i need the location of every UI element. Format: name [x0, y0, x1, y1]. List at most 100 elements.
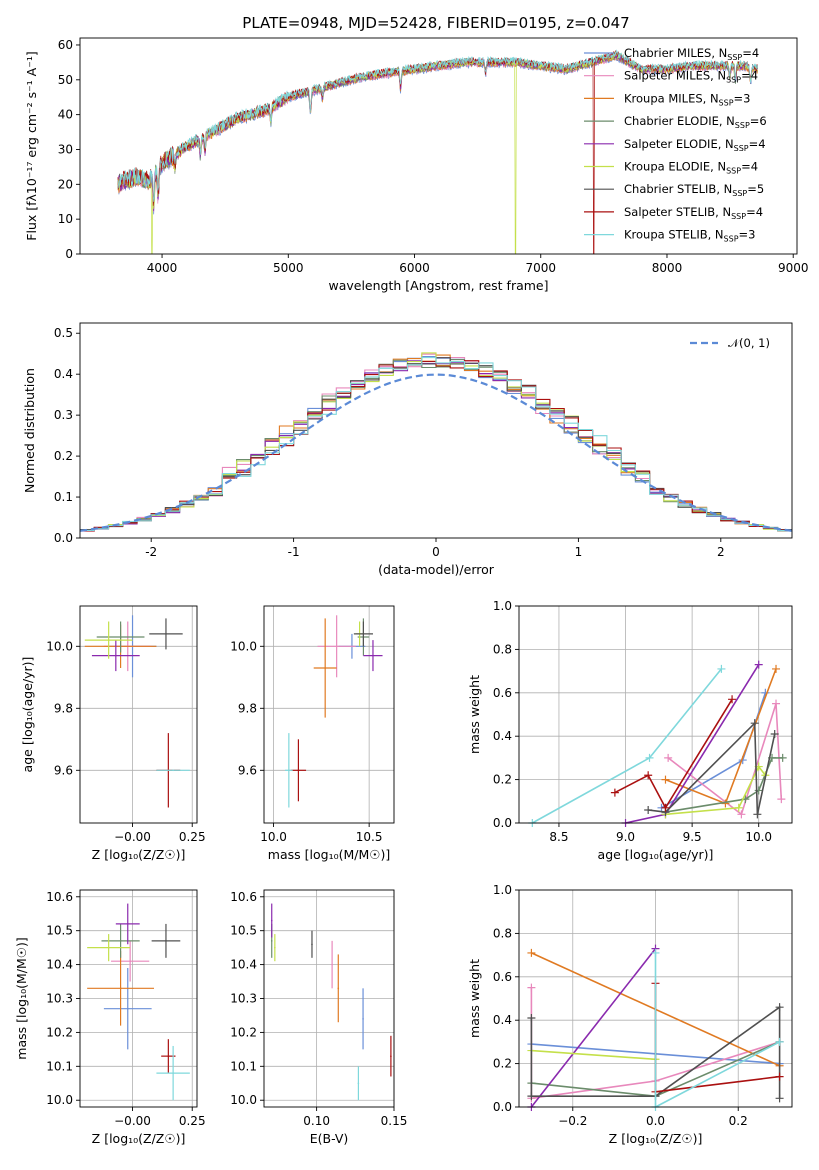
histogram-series-3: [80, 359, 792, 532]
data-point-6: [362, 633, 365, 635]
y-tick-label: 9.8: [238, 701, 257, 715]
weight-series-8: [531, 668, 723, 824]
x-tick-label: 4000: [147, 261, 178, 275]
y-axis-label: mass weight: [467, 959, 482, 1038]
plot-frame: [263, 605, 395, 824]
y-axis-label: Normed distribution: [22, 368, 37, 493]
weight-marker-6: [750, 719, 759, 728]
weight-marker-7: [610, 788, 619, 797]
data-point-8: [357, 1082, 360, 1085]
data-point-5: [107, 946, 110, 949]
weight-marker-6: [770, 730, 779, 739]
x-tick-label: 10.5: [356, 830, 383, 844]
weight-marker-2: [527, 948, 536, 957]
y-tick-label: 10.0: [230, 1093, 257, 1107]
y-tick-label: 0: [65, 247, 73, 261]
y-tick-label: 10.3: [46, 992, 73, 1006]
y-tick-label: 0.2: [54, 449, 73, 463]
x-axis-label: Z [log₁₀(Z/Z☉)]: [92, 1131, 186, 1146]
weight-series-5: [665, 765, 767, 816]
y-tick-label: 10.4: [46, 958, 73, 972]
y-tick-label: 0.0: [54, 531, 73, 545]
plot-frame: [518, 889, 793, 1108]
y-tick-label: 0.2: [493, 773, 512, 787]
weight-series-1: [667, 703, 783, 816]
weight-marker-8: [651, 948, 660, 957]
x-tick-label: −0.00: [114, 1114, 151, 1128]
y-tick-label: 0.3: [54, 408, 73, 422]
y-tick-label: 0.0: [493, 816, 512, 830]
data-point-0: [362, 1018, 364, 1020]
x-tick-label: 9.5: [683, 830, 702, 844]
legend-label-0: Chabrier MILES, NSSP=4: [624, 46, 759, 62]
x-tick-label: -2: [145, 545, 157, 559]
x-axis-label: age [log₁₀(age/yr)]: [598, 847, 714, 862]
legend-label-1: Salpeter MILES, NSSP=4: [624, 69, 758, 85]
y-tick-label: 10.3: [230, 992, 257, 1006]
mass-weight-vs-metallicity-panel: −0.2 0.0 0.2 0.0 0.2 0.4 0.6 0.8 1.0 Z [log₁₀(Z/Z…: [467, 883, 793, 1146]
weight-marker-1: [777, 795, 786, 804]
data-point-8: [172, 1072, 174, 1074]
y-tick-label: 10.6: [46, 890, 73, 904]
y-axis-label: mass weight: [467, 675, 482, 754]
data-point-8: [288, 769, 290, 772]
weight-marker-7: [728, 695, 737, 704]
x-tick-label: 0.15: [381, 1114, 408, 1128]
x-tick-label: 10.0: [260, 830, 287, 844]
y-axis-label: Flux [fλ10⁻¹⁷ erg cm⁻² s⁻¹ A⁻¹]: [24, 51, 39, 240]
y-tick-label: 9.6: [54, 763, 73, 777]
plot-frame: [79, 37, 798, 255]
legend-label-7: Salpeter STELIB, NSSP=4: [624, 205, 763, 221]
data-point-7: [390, 1055, 392, 1057]
x-tick-label: 0.2: [729, 1114, 748, 1128]
weight-marker-8: [775, 1037, 784, 1046]
data-point-4: [270, 919, 273, 922]
x-tick-label: 0.0: [646, 1114, 665, 1128]
weight-marker-6: [527, 1014, 536, 1023]
data-point-1: [335, 645, 338, 648]
mass-vs-metallicity-panel: −0.00 0.25 10.0 10.1 10.2 10.3 10.4 10.5 10.6 Z […: [14, 889, 206, 1146]
age-vs-metallicity-panel: −0.00 0.25 9.6 9.8 10.0 Z [log₁₀(Z/Z☉)] age [l…: [20, 605, 206, 862]
weight-marker-4: [754, 660, 763, 669]
weight-series-4: [530, 948, 657, 1108]
x-tick-label: 2: [717, 545, 725, 559]
legend-label-4: Salpeter ELODIE, NSSP=4: [624, 137, 766, 153]
legend-label-5: Kroupa ELODIE, NSSP=4: [624, 160, 758, 176]
y-tick-label: 10.0: [46, 639, 73, 653]
x-axis-label: Z [log₁₀(Z/Z☉)]: [609, 1131, 703, 1146]
y-tick-label: 10.2: [46, 1025, 73, 1039]
weight-series-7: [614, 698, 733, 810]
x-tick-label: 8000: [652, 261, 683, 275]
weight-marker-2: [661, 775, 670, 784]
data-point-6: [165, 633, 167, 635]
weight-marker-6: [775, 1094, 784, 1103]
weight-marker-6: [775, 1003, 784, 1012]
mass-vs-ebv-panel: 0.10 0.15 10.0 10.1 10.2 10.3 10.4 10.5 10.6 E(B-…: [230, 889, 408, 1146]
y-tick-label: 0.6: [493, 686, 512, 700]
y-tick-label: 10: [58, 212, 73, 226]
data-point-6: [165, 940, 167, 942]
normal-reference-curve: [79, 373, 793, 532]
y-tick-label: 10.1: [46, 1059, 73, 1073]
x-tick-label: 9000: [778, 261, 809, 275]
weight-marker-1: [664, 753, 673, 762]
x-tick-label: 5000: [273, 261, 304, 275]
y-tick-label: 10.6: [230, 890, 257, 904]
weight-series-5: [531, 1049, 656, 1061]
data-point-8: [172, 769, 174, 772]
residual-histogram-panel: -2 -1 0 1 2 0.0 0.1 0.2 0.3 0.4 0.5 (data-model)/er…: [22, 322, 793, 577]
x-tick-label: 0.10: [303, 1114, 330, 1128]
data-point-4: [126, 923, 129, 925]
x-tick-label: 8.5: [549, 830, 568, 844]
y-tick-label: 10.5: [230, 924, 257, 938]
x-tick-label: 0.25: [179, 1114, 206, 1128]
weight-marker-1: [737, 810, 746, 819]
data-point-2: [119, 987, 122, 990]
x-tick-label: −0.00: [114, 830, 151, 844]
y-tick-label: 9.6: [238, 763, 257, 777]
y-tick-label: 10.5: [46, 924, 73, 938]
x-tick-label: -1: [288, 545, 300, 559]
weight-marker-7: [661, 803, 670, 812]
weight-marker-6: [753, 810, 762, 819]
y-tick-label: 10.0: [230, 639, 257, 653]
